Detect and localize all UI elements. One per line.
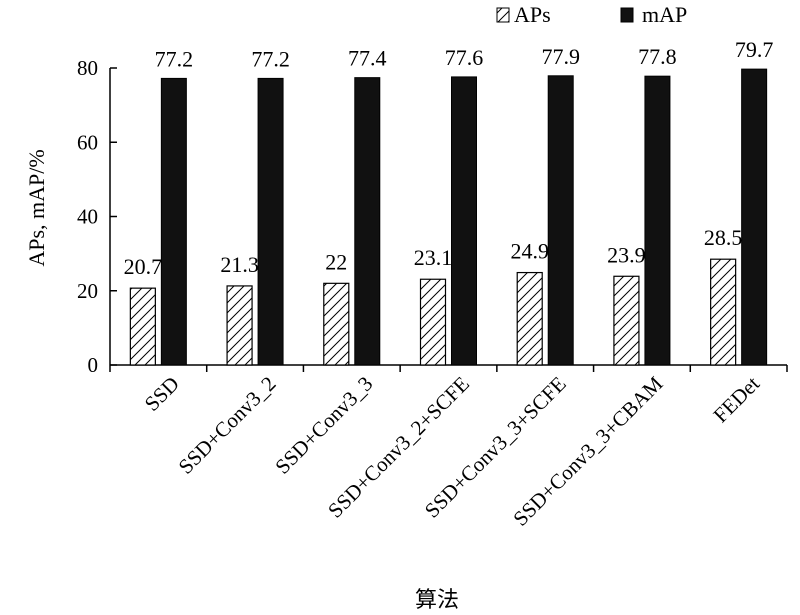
bar-map-3 <box>451 76 477 366</box>
data-label-map: 77.2 <box>155 46 194 71</box>
data-label-aps: 23.9 <box>607 242 646 267</box>
data-label-map: 77.4 <box>348 46 387 71</box>
bar-map-5 <box>644 75 671 366</box>
bar-aps-1 <box>226 285 253 366</box>
data-label-map: 77.8 <box>638 44 677 69</box>
bar-aps-2 <box>323 282 350 366</box>
bar-aps-5 <box>613 275 640 366</box>
legend-swatch-map <box>620 7 634 23</box>
x-tick-label: FEDet <box>708 371 764 427</box>
bar-map-0 <box>160 77 187 366</box>
bar-aps-6 <box>710 258 737 366</box>
y-tick-label: 40 <box>77 205 98 229</box>
data-label-aps: 21.3 <box>220 252 259 277</box>
data-label-map: 79.7 <box>735 37 774 62</box>
data-label-aps: 20.7 <box>124 254 163 279</box>
x-tick-label: SSD+Conv3_2 <box>174 372 281 479</box>
bar-map-1 <box>257 77 284 366</box>
y-tick-label: 20 <box>77 279 98 303</box>
data-label-map: 77.9 <box>541 44 580 69</box>
bar-map-4 <box>547 75 574 366</box>
data-label-map: 77.2 <box>251 46 290 71</box>
legend: APs mAP <box>496 2 687 27</box>
legend-label-map: mAP <box>642 2 687 27</box>
data-label-aps: 24.9 <box>510 239 549 264</box>
x-tick-label: SSD+Conv3_3 <box>270 372 377 479</box>
bar-aps-3 <box>419 278 447 366</box>
y-axis-label: APs, mAP/% <box>24 149 49 266</box>
y-tick-label: 0 <box>88 353 99 377</box>
bar-aps-0 <box>129 287 156 366</box>
legend-swatch-aps <box>496 7 510 23</box>
y-tick-label: 60 <box>77 130 98 154</box>
bar-aps-4 <box>516 271 543 366</box>
x-axis-label: 算法 <box>415 587 459 612</box>
x-tick-label: SSD <box>140 372 184 416</box>
bar-map-2 <box>354 77 381 366</box>
data-label-aps: 28.5 <box>704 225 743 250</box>
bar-map-6 <box>741 68 768 366</box>
legend-label-aps: APs <box>514 2 551 27</box>
data-label-aps: 23.1 <box>414 245 453 270</box>
data-label-aps: 22 <box>325 249 347 274</box>
data-label-map: 77.6 <box>445 45 484 70</box>
y-tick-label: 80 <box>77 56 98 80</box>
